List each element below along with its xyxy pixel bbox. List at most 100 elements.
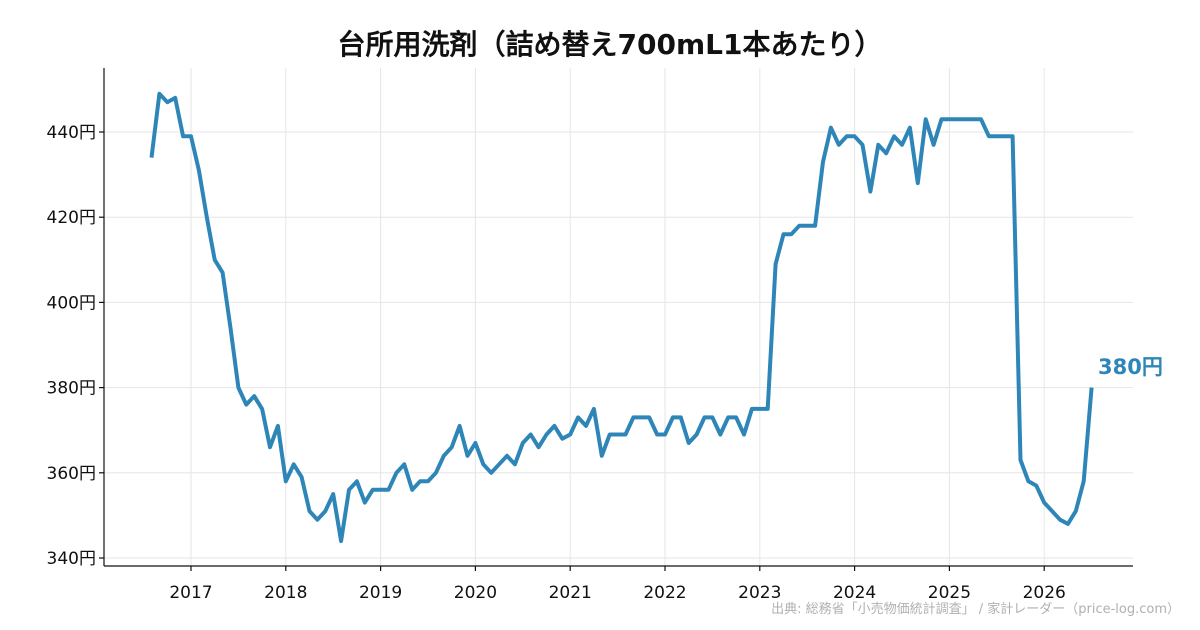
data-point: [940, 117, 944, 121]
data-point: [229, 326, 233, 330]
data-point: [331, 492, 335, 496]
y-tick-label: 440円: [47, 123, 96, 143]
data-point: [308, 509, 312, 513]
data-point: [410, 488, 414, 492]
data-point: [742, 433, 746, 437]
data-point: [221, 271, 225, 275]
y-axis-ticks: 340円 360円 380円 400円 420円 440円: [47, 123, 104, 569]
data-point: [434, 471, 438, 475]
data-point: [339, 539, 343, 543]
data-point: [663, 433, 667, 437]
data-point: [513, 462, 517, 466]
data-point: [734, 415, 738, 419]
data-point: [1066, 522, 1070, 526]
data-point: [252, 394, 256, 398]
data-point: [853, 134, 857, 138]
data-point: [1050, 509, 1054, 513]
grid: [104, 68, 1133, 566]
data-points: [150, 92, 1094, 543]
data-point: [584, 424, 588, 428]
data-point: [813, 224, 817, 228]
data-point: [1011, 134, 1015, 138]
data-point: [205, 215, 209, 219]
data-point: [805, 224, 809, 228]
data-point: [394, 471, 398, 475]
data-point: [861, 143, 865, 147]
data-point: [537, 445, 541, 449]
data-point: [497, 462, 501, 466]
data-point: [608, 433, 612, 437]
data-point: [197, 168, 201, 172]
data-point: [157, 92, 161, 96]
x-tick-label: 2023: [738, 583, 781, 603]
data-point: [718, 433, 722, 437]
data-point: [821, 160, 825, 164]
data-point: [971, 117, 975, 121]
data-point: [963, 117, 967, 121]
data-point: [687, 441, 691, 445]
y-tick-label: 380円: [47, 379, 96, 399]
x-tick-label: 2019: [359, 583, 402, 603]
data-point: [150, 156, 154, 160]
data-point: [908, 126, 912, 130]
data-point: [244, 403, 248, 407]
data-point: [766, 407, 770, 411]
data-point: [671, 415, 675, 419]
data-point: [355, 479, 359, 483]
end-value-label: 380円: [1098, 355, 1163, 379]
data-point: [592, 407, 596, 411]
x-tick-label: 2022: [643, 583, 686, 603]
data-point: [1034, 484, 1038, 488]
data-point: [173, 96, 177, 100]
data-point: [371, 488, 375, 492]
data-point: [213, 258, 217, 262]
data-point: [268, 445, 272, 449]
data-point: [624, 433, 628, 437]
data-point: [1058, 518, 1062, 522]
data-point: [402, 462, 406, 466]
data-point: [552, 424, 556, 428]
y-tick-label: 340円: [47, 549, 96, 569]
data-point: [1090, 386, 1094, 390]
data-point: [1003, 134, 1007, 138]
data-point: [529, 433, 533, 437]
data-point: [829, 126, 833, 130]
data-point: [868, 190, 872, 194]
data-point: [695, 433, 699, 437]
x-tick-label: 2018: [264, 583, 307, 603]
data-point: [442, 454, 446, 458]
data-point: [505, 454, 509, 458]
data-point: [284, 479, 288, 483]
data-point: [987, 134, 991, 138]
data-point: [181, 134, 185, 138]
x-tick-label: 2025: [928, 583, 971, 603]
data-point: [995, 134, 999, 138]
data-point: [837, 143, 841, 147]
x-tick-label: 2026: [1023, 583, 1066, 603]
data-point: [876, 143, 880, 147]
y-tick-label: 400円: [47, 293, 96, 313]
data-point: [418, 479, 422, 483]
data-point: [260, 407, 264, 411]
data-point: [679, 415, 683, 419]
data-point: [979, 117, 983, 121]
data-point: [387, 488, 391, 492]
data-point: [189, 134, 193, 138]
data-point: [845, 134, 849, 138]
data-point: [600, 454, 604, 458]
data-point: [1019, 458, 1023, 462]
price-series-line: [149, 91, 1094, 543]
data-point: [1074, 509, 1078, 513]
x-tick-label: 2024: [833, 583, 876, 603]
data-point: [916, 181, 920, 185]
y-tick-label: 420円: [47, 208, 96, 228]
data-point: [466, 454, 470, 458]
data-point: [545, 433, 549, 437]
data-point: [1082, 479, 1086, 483]
data-point: [426, 479, 430, 483]
data-point: [489, 471, 493, 475]
x-tick-label: 2020: [454, 583, 497, 603]
data-point: [576, 415, 580, 419]
axes: [103, 68, 1133, 567]
